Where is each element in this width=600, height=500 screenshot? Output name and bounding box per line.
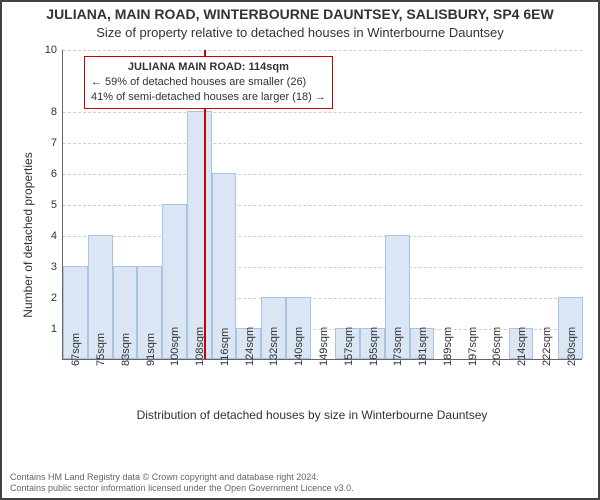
x-tick: 100sqm [169,327,181,366]
y-tick: 5 [51,199,63,211]
bar [187,111,212,359]
x-tick: 75sqm [95,333,107,366]
x-tick: 230sqm [566,327,578,366]
page-subtitle: Size of property relative to detached ho… [0,25,600,40]
x-tick: 124sqm [244,327,256,366]
x-tick: 140sqm [293,327,305,366]
chart: Number of detached properties 1234567810… [34,50,590,420]
x-tick: 206sqm [491,327,503,366]
property-info-box: JULIANA MAIN ROAD: 114sqm ← 59% of detac… [84,56,333,109]
x-tick: 91sqm [145,333,157,366]
x-tick: 149sqm [318,327,330,366]
info-box-smaller: ← 59% of detached houses are smaller (26… [91,75,326,90]
y-tick: 4 [51,230,63,242]
y-tick: 8 [51,106,63,118]
x-tick: 83sqm [120,333,132,366]
x-tick: 108sqm [194,327,206,366]
y-tick: 7 [51,137,63,149]
x-tick: 197sqm [467,327,479,366]
x-tick: 157sqm [343,327,355,366]
x-tick: 116sqm [219,328,231,366]
x-tick: 165sqm [368,327,380,366]
x-tick: 189sqm [442,327,454,366]
page-title: JULIANA, MAIN ROAD, WINTERBOURNE DAUNTSE… [0,6,600,22]
y-tick: 2 [51,292,63,304]
footer-line-2: Contains public sector information licen… [10,483,354,494]
info-box-larger: 41% of semi-detached houses are larger (… [91,90,326,105]
footer-line-1: Contains HM Land Registry data © Crown c… [10,472,354,483]
x-tick: 181sqm [417,327,429,366]
y-tick: 6 [51,168,63,180]
y-tick: 3 [51,261,63,273]
y-tick: 1 [51,323,63,335]
x-tick: 222sqm [541,327,553,366]
x-ticks-container: 67sqm75sqm83sqm91sqm100sqm108sqm116sqm12… [62,362,582,410]
root: JULIANA, MAIN ROAD, WINTERBOURNE DAUNTSE… [0,0,600,500]
info-box-title: JULIANA MAIN ROAD: 114sqm [91,60,326,75]
x-tick: 214sqm [516,327,528,366]
x-tick: 132sqm [268,327,280,366]
y-tick: 10 [45,44,63,56]
x-tick: 67sqm [70,333,82,366]
x-tick: 173sqm [392,327,404,366]
y-axis-label: Number of detached properties [21,152,35,317]
footer: Contains HM Land Registry data © Crown c… [10,472,354,495]
